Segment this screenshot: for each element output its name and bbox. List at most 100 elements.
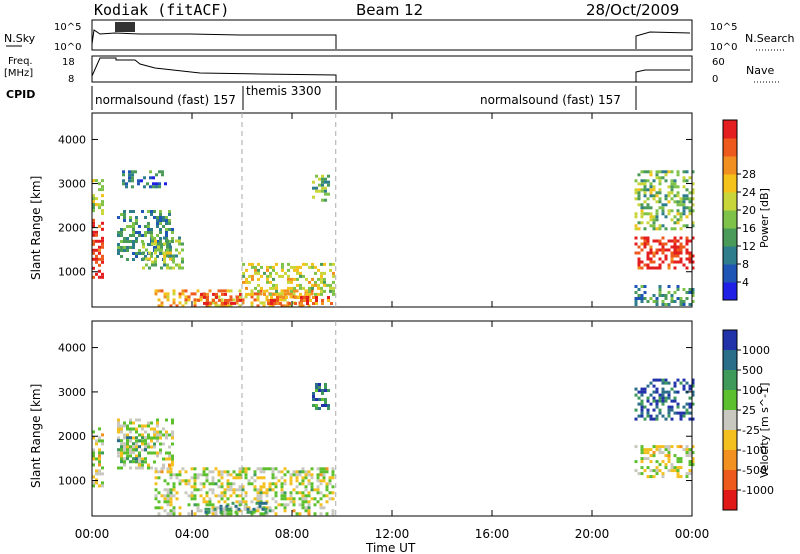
echo-cell [658, 197, 662, 201]
echo-cell [679, 227, 683, 231]
echo-cell [157, 491, 161, 495]
echo-cell [217, 479, 221, 483]
echo-cell [135, 430, 138, 434]
echo-cell [649, 448, 653, 452]
echo-cell [126, 258, 129, 261]
echo-cell [131, 185, 134, 189]
echo-cell [166, 254, 169, 258]
echo-cell [300, 296, 303, 299]
echo-cell [658, 393, 662, 397]
echo-cell [682, 303, 686, 306]
echo-cell [676, 288, 680, 291]
echo-cell [301, 494, 305, 498]
echo-cell [331, 470, 335, 474]
echo-cell [123, 436, 126, 440]
echo-cell [649, 170, 653, 174]
echo-cell [646, 236, 650, 240]
echo-cell [241, 488, 245, 492]
echo-cell [117, 231, 120, 234]
echo-cell [664, 417, 668, 421]
echo-cell [147, 222, 150, 225]
echo-cell [101, 272, 104, 276]
echo-cell [162, 216, 165, 219]
echo-cell [652, 469, 656, 473]
echo-cell [166, 239, 169, 243]
echo-cell [296, 271, 299, 275]
echo-cell [321, 398, 324, 401]
echo-cell [171, 430, 174, 434]
echo-cell [670, 245, 674, 249]
echo-cell [292, 473, 296, 477]
echo-cell [646, 239, 650, 243]
echo-cell [658, 182, 662, 186]
echo-cell [688, 472, 692, 476]
echo-cell [168, 228, 171, 231]
echo-cell [156, 222, 159, 225]
echo-cell [268, 509, 272, 513]
echo-cell [163, 497, 167, 501]
echo-cell [670, 297, 674, 300]
echo-cell [171, 240, 174, 243]
echo-cell [664, 381, 668, 385]
echo-cell [132, 225, 135, 228]
echo-cell [220, 304, 224, 308]
echo-cell [254, 268, 257, 272]
echo-cell [156, 216, 159, 219]
echo-cell [324, 189, 327, 193]
echo-cell [162, 427, 165, 431]
echo-cell [652, 239, 656, 243]
echo-cell [685, 248, 689, 252]
y-tick-label: 3000 [58, 386, 86, 399]
echo-cell [643, 185, 647, 189]
echo-cell [640, 221, 644, 225]
echo-cell [262, 470, 266, 474]
echo-cell [667, 411, 671, 415]
echo-cell [331, 473, 335, 477]
echo-cell [129, 219, 132, 222]
echo-cell [219, 510, 223, 514]
echo-cell [101, 472, 104, 476]
echo-cell [156, 418, 159, 422]
echo-cell [307, 482, 311, 486]
echo-cell [172, 257, 175, 261]
echo-cell [634, 297, 638, 300]
echo-cell [637, 288, 641, 291]
echo-cell [126, 457, 129, 461]
echo-cell [661, 203, 665, 207]
echo-cell [154, 257, 157, 261]
echo-cell [658, 188, 662, 192]
echo-cell [178, 242, 181, 246]
echo-cell [171, 457, 174, 461]
echo-cell [679, 445, 683, 449]
echo-cell [168, 213, 171, 216]
echo-cell [123, 237, 126, 240]
echo-cell [235, 494, 239, 498]
echo-cell [135, 216, 138, 219]
echo-cell [640, 285, 644, 288]
echo-cell [310, 497, 314, 501]
echo-cell [160, 245, 163, 249]
echo-cell [165, 228, 168, 231]
echo-cell [685, 170, 689, 174]
echo-cell [324, 383, 327, 386]
echo-cell [217, 473, 221, 477]
echo-cell [643, 239, 647, 243]
nsky-tick-bottom: 10^0 [54, 42, 81, 53]
echo-cell [259, 301, 263, 305]
echo-cell [143, 176, 146, 180]
echo-cell [676, 457, 680, 461]
echo-cell [128, 179, 131, 183]
echo-cell [175, 254, 178, 258]
echo-cell [673, 245, 677, 249]
echo-cell [244, 491, 248, 495]
echo-cell [95, 457, 98, 461]
echo-cell [670, 191, 674, 195]
echo-cell [664, 203, 668, 207]
echo-cell [324, 386, 327, 389]
echo-cell [658, 294, 662, 297]
echo-cell [667, 303, 671, 306]
echo-cell [172, 292, 176, 296]
echo-cell [327, 183, 330, 187]
echo-cell [246, 510, 250, 514]
echo-cell [688, 396, 692, 400]
